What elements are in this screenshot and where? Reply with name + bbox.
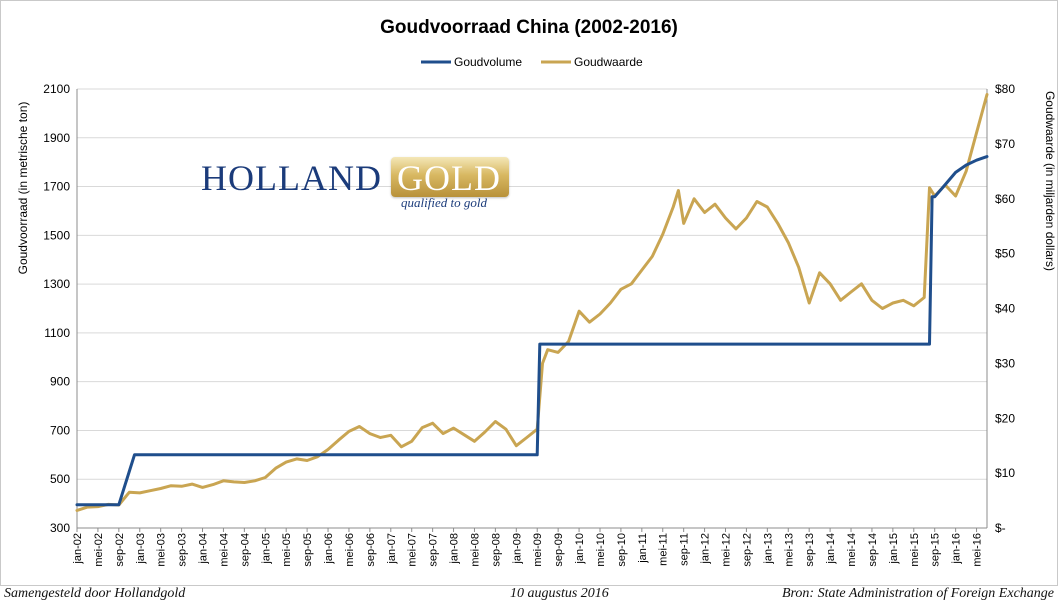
- x-tick-label-4: mei-03: [156, 533, 168, 567]
- y-tick-label-6: 1500: [43, 228, 70, 242]
- x-tick-label-9: jan-05: [260, 533, 272, 565]
- gridlines: [77, 88, 987, 529]
- series-line-goudvolume: [75, 155, 989, 507]
- y-tick-label-8: 1900: [43, 131, 70, 145]
- y2-tick-label-7: $70: [995, 137, 1015, 151]
- y2-tick-label-5: $50: [995, 247, 1015, 261]
- x-tick-label-12: jan-06: [323, 533, 335, 565]
- x-tick-label-25: mei-10: [595, 533, 607, 567]
- x-tick-label-6: jan-04: [198, 533, 210, 565]
- y2-tick-label-2: $20: [995, 411, 1015, 425]
- x-tick-label-8: sep-04: [239, 533, 251, 567]
- x-tick-label-32: sep-12: [741, 533, 753, 567]
- x-tick-label-40: mei-15: [909, 533, 921, 567]
- x-tick-label-27: jan-11: [637, 533, 649, 564]
- y-tick-label-0: 300: [50, 521, 70, 535]
- footer-date: 10 augustus 2016: [510, 586, 609, 601]
- y2-axis-label: Goudwaarde (in miljarden dollars): [1043, 91, 1057, 271]
- x-tick-label-22: mei-09: [532, 533, 544, 567]
- x-tick-label-15: jan-07: [386, 533, 398, 565]
- x-tick-label-34: mei-13: [783, 533, 795, 567]
- x-tick-label-10: mei-05: [281, 533, 293, 567]
- y-tick-label-9: 2100: [43, 82, 70, 96]
- logo-gold-plate: [391, 157, 509, 197]
- x-tick-label-21: jan-09: [511, 533, 523, 565]
- x-tick-label-16: mei-07: [407, 533, 419, 567]
- y2-tick-label-3: $30: [995, 356, 1015, 370]
- legend: Goudvolume Goudwaarde: [421, 55, 643, 69]
- tick-labels: 300 500 700 900 1100 1300 1500 1700 1900 2100 $- $1…: [43, 82, 1015, 567]
- logo-gold-text: GOLD: [397, 158, 501, 198]
- y2-tick-label-8: $80: [995, 82, 1015, 96]
- footer-source: Bron: State Administration of Foreign Ex…: [781, 586, 1054, 601]
- chart-frame: 300 500 700 900 1100 1300 1500 1700 1900 2100 $- $1…: [0, 0, 1058, 586]
- footer-credit: Samengesteld door Hollandgold: [4, 586, 186, 601]
- x-tick-label-1: mei-02: [93, 533, 105, 567]
- x-tick-label-17: sep-07: [428, 533, 440, 567]
- chart-title: Goudvoorraad China (2002-2016): [380, 17, 678, 38]
- y-axis-label: Goudvoorraad (in metrische ton): [16, 102, 30, 275]
- x-tick-label-43: mei-16: [972, 533, 984, 567]
- y2-tick-label-6: $60: [995, 192, 1015, 206]
- x-tick-label-14: sep-06: [365, 533, 377, 567]
- y-tick-label-7: 1700: [43, 180, 70, 194]
- x-tick-label-38: sep-14: [867, 533, 879, 567]
- x-tick-label-41: sep-15: [930, 533, 942, 567]
- y2-tick-label-4: $40: [995, 302, 1015, 316]
- x-tick-label-31: mei-12: [721, 533, 733, 567]
- y2-tick-label-1: $10: [995, 466, 1015, 480]
- x-tick-label-35: sep-13: [804, 533, 816, 567]
- x-tick-label-0: jan-02: [72, 533, 84, 565]
- x-tick-label-26: sep-10: [616, 533, 628, 567]
- x-tick-label-20: sep-08: [490, 533, 502, 567]
- x-tick-label-2: sep-02: [114, 533, 126, 567]
- x-tick-label-19: mei-08: [469, 533, 481, 567]
- y-tick-label-1: 500: [50, 472, 70, 486]
- x-tick-label-30: jan-12: [700, 533, 712, 565]
- y2-tick-label-0: $-: [995, 521, 1006, 535]
- y-tick-label-3: 900: [50, 375, 70, 389]
- x-tick-label-3: jan-03: [135, 533, 147, 565]
- y-tick-label-4: 1100: [44, 326, 70, 340]
- x-tick-label-5: sep-03: [177, 533, 189, 567]
- y-tick-label-5: 1300: [43, 277, 70, 291]
- x-tick-label-42: jan-16: [951, 533, 963, 565]
- axes: [76, 89, 988, 532]
- logo-holland-text: HOLLAND: [201, 158, 382, 198]
- legend-label-goudvolume: Goudvolume: [454, 55, 522, 69]
- hollandgold-logo: HOLLAND GOLD qualified to gold: [201, 157, 513, 217]
- x-tick-label-37: mei-14: [846, 533, 858, 567]
- x-tick-label-11: sep-05: [302, 533, 314, 567]
- x-tick-label-28: mei-11: [658, 533, 670, 566]
- x-tick-label-7: mei-04: [218, 533, 230, 567]
- logo-tagline: qualified to gold: [401, 195, 487, 210]
- y-tick-label-2: 700: [50, 423, 70, 437]
- legend-label-goudwaarde: Goudwaarde: [574, 55, 643, 69]
- series: [75, 93, 989, 512]
- x-tick-label-36: jan-14: [825, 533, 837, 565]
- chart-svg: 300 500 700 900 1100 1300 1500 1700 1900 2100 $- $1…: [16, 17, 1057, 567]
- x-tick-label-23: sep-09: [553, 533, 565, 567]
- x-tick-label-33: jan-13: [762, 533, 774, 565]
- x-tick-label-24: jan-10: [574, 533, 586, 565]
- series-line-goudwaarde: [75, 93, 989, 512]
- x-tick-label-18: jan-08: [449, 533, 461, 565]
- x-tick-label-13: mei-06: [344, 533, 356, 567]
- x-tick-label-39: jan-15: [888, 533, 900, 565]
- x-tick-label-29: sep-11: [679, 533, 691, 566]
